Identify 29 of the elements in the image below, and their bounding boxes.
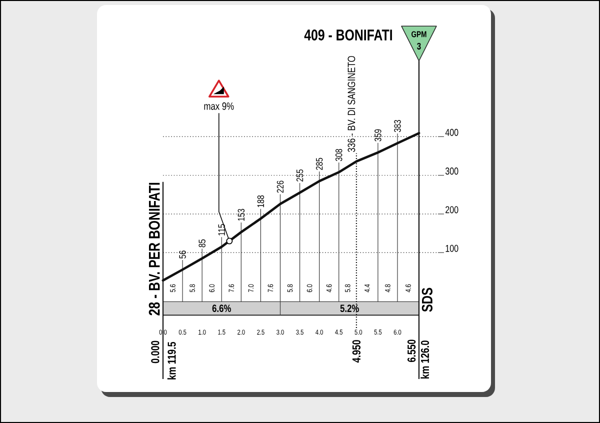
data-label: 285 [316,158,323,170]
annotation: 3 [417,42,421,50]
data-label: 85 [198,239,206,248]
annotation: max 9% [204,102,234,110]
ref-line-label: 336 - BV. DI SANGINETO [348,56,356,152]
text: SDS [422,288,432,312]
ref-line-label: 28 - BV. PER BONIFATI [148,182,160,316]
data-label: 115 [218,224,225,236]
text: 0.000 [151,340,160,364]
y-tick-label: 400 [445,128,458,136]
ref-line-label: 409 - BONIFATI [304,29,392,40]
data-label: 308 [335,149,342,162]
text: 4.950 [352,340,361,363]
y-tick-label: 300 [445,168,458,175]
data-label: 383 [394,120,401,132]
text: 6.550 [407,340,416,362]
annotation: GPM [412,31,426,38]
annotation: 6.6% [212,304,231,312]
text: km 126.0 [420,340,430,379]
y-tick-label: 100 [446,244,458,252]
data-label: 188 [257,195,264,208]
y-tick-label: 200 [446,206,458,214]
data-label: 226 [276,180,284,193]
data-label: 56 [179,250,186,258]
data-label: 153 [238,208,245,221]
annotation: 5.2% [340,304,359,312]
data-label: 255 [296,169,304,182]
data-label: 359 [374,129,382,142]
text: km 119.5 [167,342,176,380]
